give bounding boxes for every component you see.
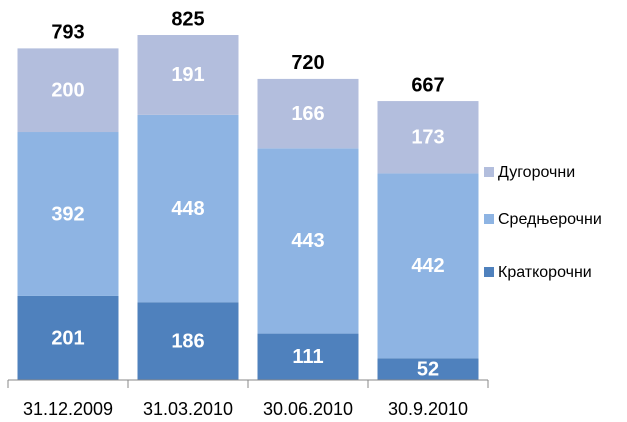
bar-segment [17, 48, 119, 133]
x-tick-label: 31.12.2009 [23, 399, 113, 419]
data-label: 442 [411, 255, 444, 277]
legend-label: Средњерочни [498, 211, 602, 228]
data-label: 111 [292, 346, 323, 368]
legend-swatch [484, 167, 494, 177]
data-label: 392 [51, 203, 84, 225]
legend-label: Дугорочни [498, 164, 575, 181]
total-label: 825 [171, 8, 204, 30]
data-label: 52 [417, 358, 439, 380]
data-label: 200 [51, 79, 84, 101]
bar-segment [377, 101, 479, 174]
legend-swatch [484, 267, 494, 277]
data-label: 166 [291, 103, 324, 125]
bar-segment [257, 78, 359, 149]
total-label: 793 [51, 22, 84, 44]
data-label: 173 [411, 127, 444, 149]
data-label: 443 [291, 230, 324, 252]
legend-swatch [484, 214, 494, 224]
bar-segment [17, 295, 119, 380]
legend-label: Краткорочни [498, 264, 592, 281]
data-label: 191 [171, 64, 204, 86]
bar-segment [377, 173, 479, 359]
bar-segment [137, 302, 239, 380]
bar-segment [17, 132, 119, 296]
data-label: 448 [171, 198, 204, 220]
total-label: 720 [291, 52, 324, 74]
bar-segment [137, 114, 239, 303]
bar-segment [137, 35, 239, 115]
x-tick-label: 30.06.2010 [263, 399, 353, 419]
x-tick-label: 30.9.2010 [388, 399, 468, 419]
total-label: 667 [411, 74, 444, 96]
data-label: 186 [171, 330, 204, 352]
x-tick-label: 31.03.2010 [143, 399, 233, 419]
bar-segment [257, 333, 359, 380]
bar-segment [377, 358, 479, 380]
data-label: 201 [51, 327, 84, 349]
bar-segment [257, 148, 359, 334]
